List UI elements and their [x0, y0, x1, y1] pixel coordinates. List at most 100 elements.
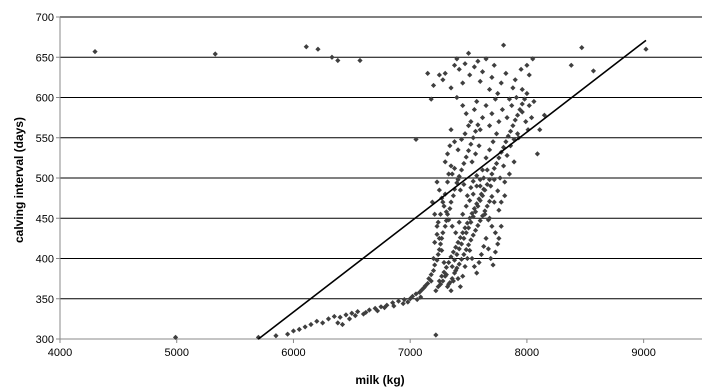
data-point: [465, 242, 472, 248]
trendline-group: [257, 39, 647, 340]
data-point: [475, 203, 481, 209]
data-point: [465, 148, 472, 154]
data-point: [491, 62, 497, 68]
data-point: [349, 310, 355, 316]
data-point: [461, 160, 467, 167]
data-point: [499, 106, 505, 113]
data-point: [455, 276, 461, 282]
data-point: [401, 296, 407, 303]
data-point: [425, 70, 431, 76]
data-point: [462, 263, 468, 270]
data-point: [449, 263, 455, 270]
gridlines: [60, 16, 702, 340]
data-point: [484, 203, 490, 209]
data-point: [425, 280, 431, 287]
data-point: [454, 94, 460, 101]
data-point: [92, 49, 98, 55]
data-point: [523, 119, 529, 125]
data-point: [457, 284, 463, 290]
data-point: [534, 151, 541, 157]
data-point: [475, 122, 481, 128]
data-point: [495, 241, 501, 247]
data-point: [500, 144, 507, 151]
data-point: [510, 123, 516, 129]
data-point: [436, 235, 442, 241]
data-point: [454, 56, 460, 62]
data-point: [339, 321, 346, 328]
data-point: [483, 56, 489, 62]
data-point: [447, 280, 453, 286]
data-point: [428, 272, 434, 278]
data-point: [506, 96, 512, 102]
data-point: [455, 147, 461, 153]
data-point: [474, 183, 480, 189]
data-point: [498, 80, 504, 86]
data-point: [439, 273, 445, 279]
y-tick-label: 700: [36, 12, 54, 24]
data-point: [366, 307, 372, 313]
data-points: [92, 42, 649, 340]
data-point: [496, 207, 502, 213]
data-point: [492, 249, 498, 255]
data-point: [528, 115, 535, 121]
y-tick-label: 400: [36, 254, 54, 266]
data-point: [507, 128, 514, 134]
data-point: [497, 175, 503, 181]
data-point: [524, 90, 530, 97]
trendline: [257, 39, 647, 340]
data-point: [471, 64, 477, 70]
y-tick-label: 300: [36, 334, 54, 346]
data-point: [441, 259, 447, 266]
data-point: [465, 50, 472, 56]
data-point: [503, 139, 509, 145]
data-point: [460, 211, 466, 217]
data-point: [496, 119, 502, 125]
data-point: [437, 241, 444, 247]
data-point: [447, 205, 453, 212]
data-point: [448, 85, 454, 91]
data-point: [491, 199, 497, 205]
data-point: [430, 255, 437, 262]
data-point: [463, 247, 469, 253]
data-point: [434, 257, 440, 263]
data-point: [498, 199, 504, 205]
data-point: [451, 186, 458, 192]
data-point: [505, 133, 511, 139]
data-point: [435, 284, 441, 290]
data-point: [490, 139, 496, 145]
data-point: [440, 77, 446, 83]
data-point: [468, 185, 474, 191]
y-tick-label: 500: [36, 173, 54, 185]
data-point: [433, 288, 439, 294]
data-point: [524, 62, 530, 68]
data-point: [477, 78, 483, 84]
data-point: [521, 96, 528, 102]
data-point: [453, 267, 459, 274]
data-point: [504, 115, 510, 121]
data-point: [454, 251, 460, 258]
data-point: [502, 193, 508, 199]
data-point: [475, 222, 481, 229]
data-point: [449, 223, 455, 229]
data-point: [443, 272, 449, 278]
data-point: [448, 288, 454, 294]
data-point: [453, 244, 459, 250]
data-point: [428, 96, 434, 102]
data-point: [302, 324, 308, 330]
data-point: [590, 68, 597, 74]
data-point: [457, 234, 463, 241]
data-point: [530, 56, 536, 62]
data-point: [519, 101, 525, 107]
data-point: [464, 193, 470, 199]
data-point: [470, 232, 476, 238]
data-point: [467, 197, 473, 204]
data-point: [477, 183, 483, 189]
data-point: [491, 177, 497, 183]
data-point: [352, 313, 358, 319]
y-axis-title: calving interval (days): [12, 117, 26, 243]
data-point: [461, 251, 467, 258]
data-point: [432, 239, 438, 245]
data-point: [489, 171, 495, 177]
data-point: [460, 102, 466, 109]
data-point: [456, 261, 462, 267]
